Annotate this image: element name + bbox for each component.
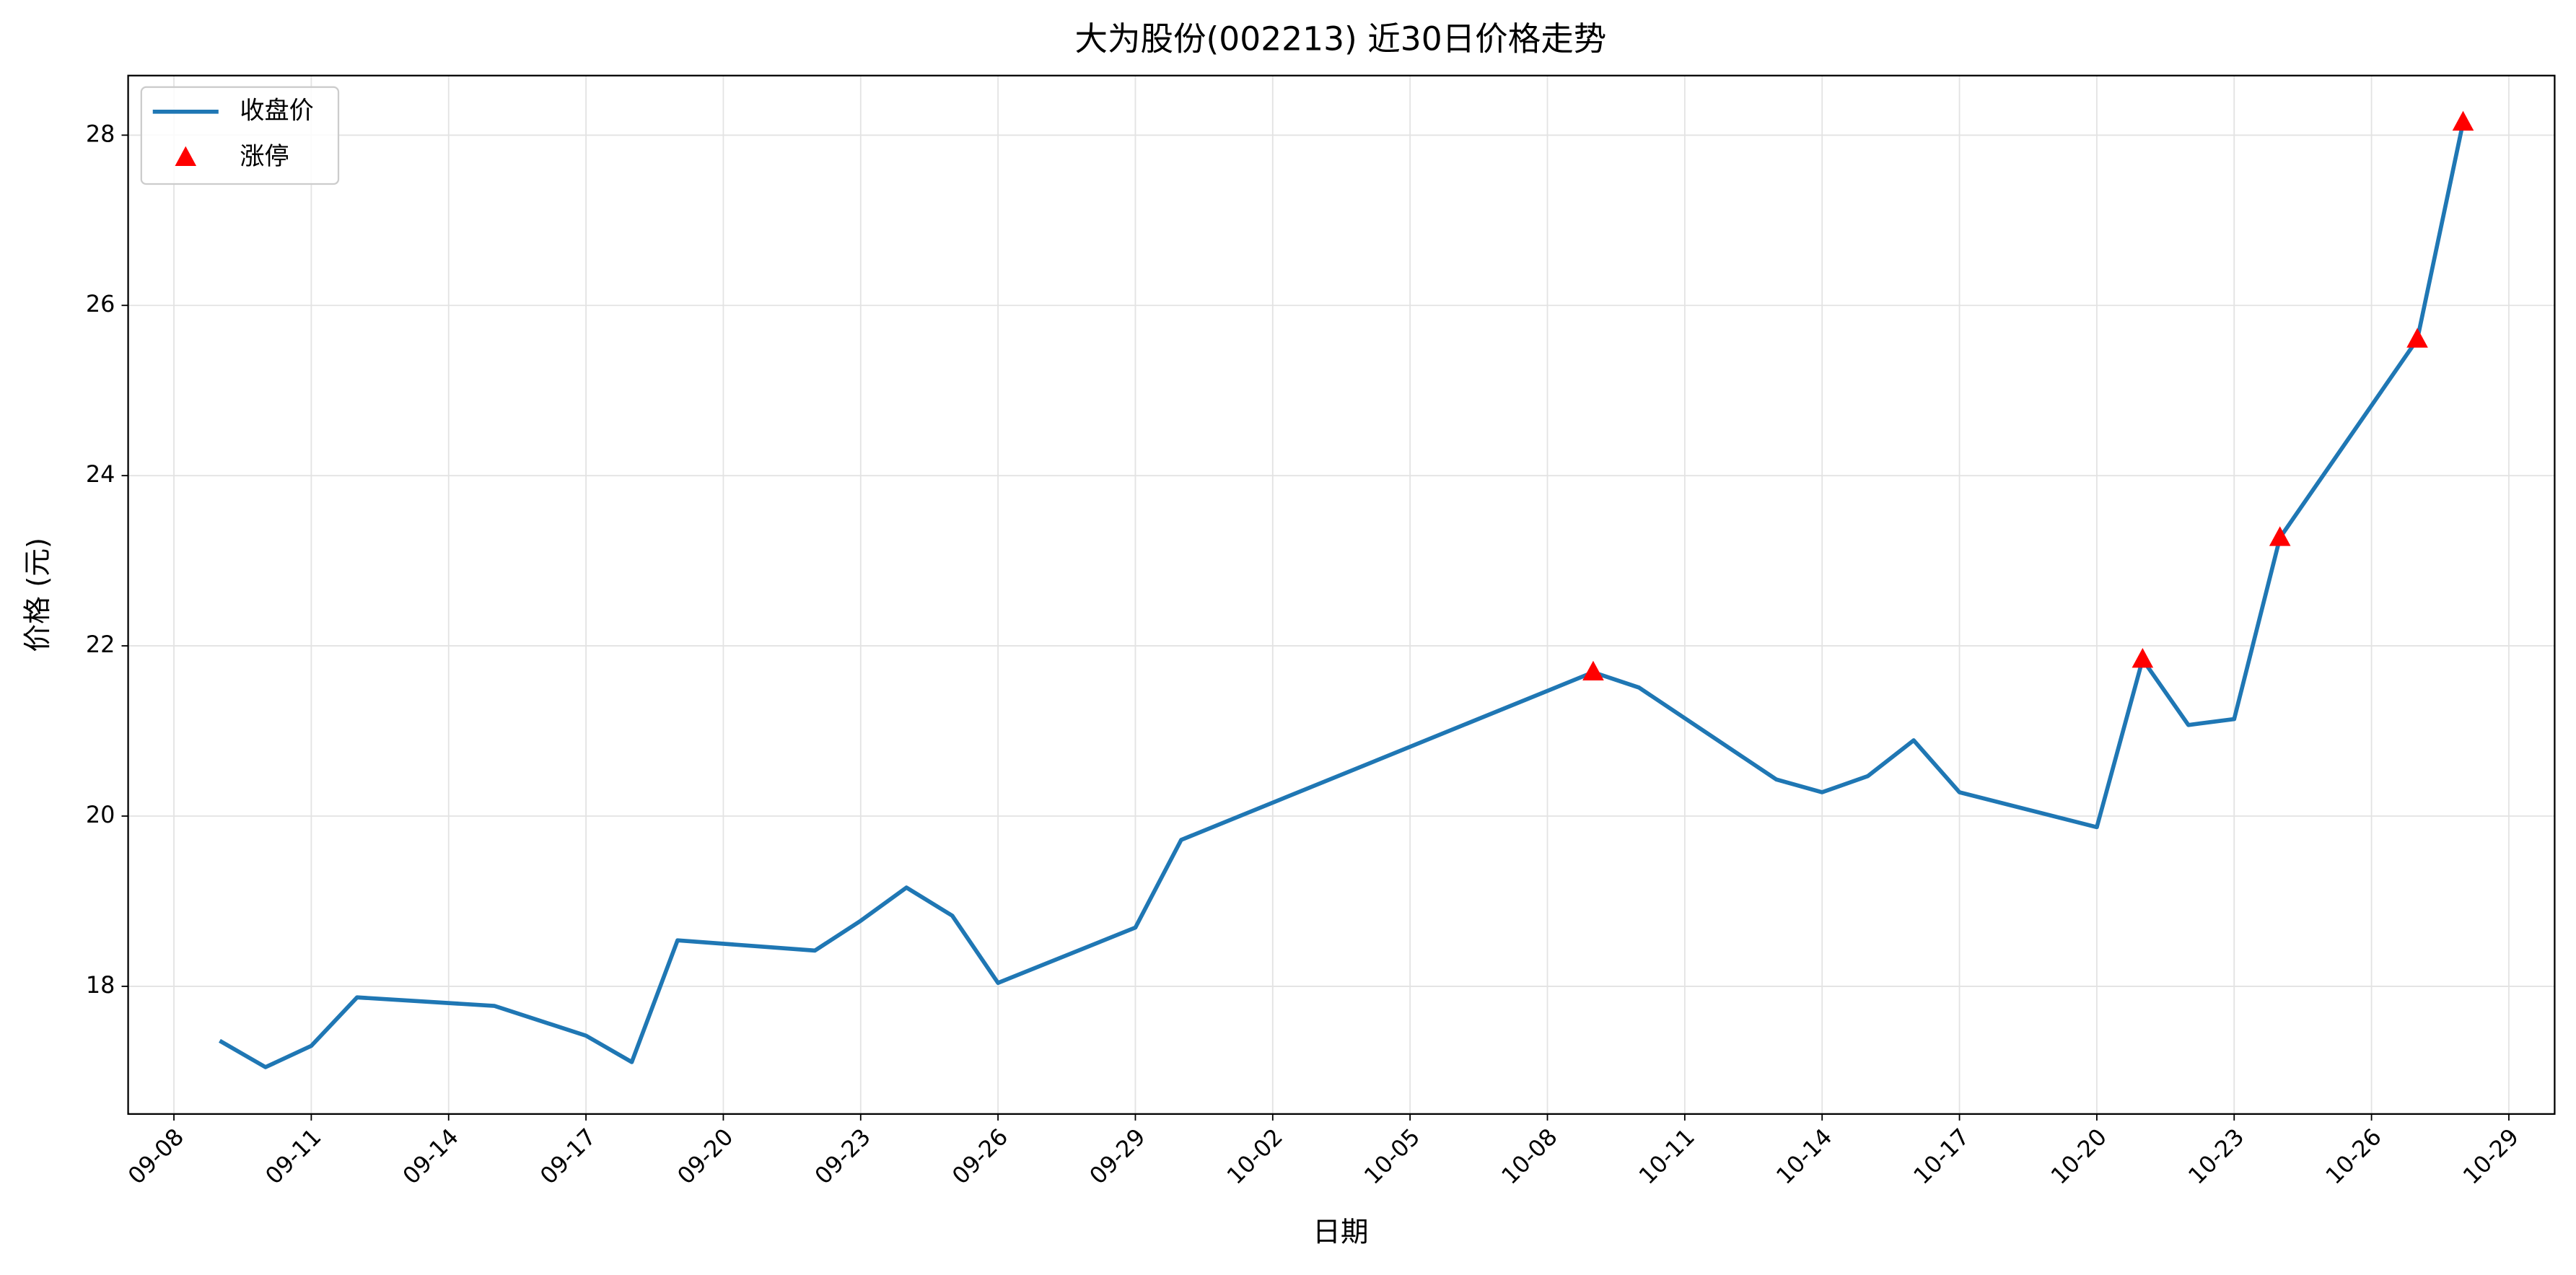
x-tick-label: 10-23 bbox=[2183, 1123, 2249, 1189]
x-tick-label: 10-02 bbox=[1222, 1123, 1288, 1189]
x-tick-label: 10-05 bbox=[1359, 1123, 1425, 1189]
y-tick-label: 24 bbox=[86, 460, 115, 488]
y-tick-label: 26 bbox=[86, 290, 115, 317]
x-tick-label: 10-14 bbox=[1771, 1123, 1837, 1189]
limit-up-marker bbox=[2452, 110, 2474, 131]
x-tick-label: 09-14 bbox=[398, 1123, 464, 1189]
x-tick-label: 10-17 bbox=[1908, 1123, 1974, 1189]
x-tick-label: 09-29 bbox=[1084, 1123, 1150, 1189]
limit-up-marker bbox=[2406, 328, 2428, 348]
x-tick-label: 10-08 bbox=[1496, 1123, 1562, 1189]
legend-label: 收盘价 bbox=[240, 96, 313, 125]
x-tick-label: 09-23 bbox=[810, 1123, 876, 1189]
y-tick-label: 20 bbox=[86, 801, 115, 828]
x-axis-label: 日期 bbox=[1313, 1217, 1368, 1249]
plot-frame bbox=[127, 74, 2556, 1115]
x-tick-label: 10-26 bbox=[2320, 1123, 2386, 1189]
x-tick-label: 09-17 bbox=[535, 1123, 601, 1189]
x-tick-label: 09-26 bbox=[947, 1123, 1013, 1189]
x-tick-label: 09-11 bbox=[260, 1123, 326, 1189]
y-tick-label: 28 bbox=[86, 120, 115, 147]
y-tick-label: 22 bbox=[86, 631, 115, 658]
x-tick-label: 10-11 bbox=[1634, 1123, 1700, 1189]
limit-up-marker bbox=[1582, 660, 1604, 681]
price-line bbox=[219, 122, 2466, 1069]
legend-label: 涨停 bbox=[240, 142, 289, 171]
x-tick-label: 10-29 bbox=[2458, 1123, 2524, 1189]
chart-title: 大为股份(002213) 近30日价格走势 bbox=[1074, 19, 1606, 58]
legend-swatch bbox=[175, 146, 197, 166]
limit-up-marker bbox=[2269, 526, 2291, 546]
x-tick-label: 09-20 bbox=[672, 1123, 738, 1189]
x-tick-label: 09-08 bbox=[123, 1123, 189, 1189]
limit-up-marker bbox=[2132, 648, 2154, 668]
y-axis-label: 价格 (元) bbox=[22, 538, 54, 652]
x-tick-label: 10-20 bbox=[2046, 1123, 2112, 1189]
y-tick-label: 18 bbox=[86, 971, 115, 999]
